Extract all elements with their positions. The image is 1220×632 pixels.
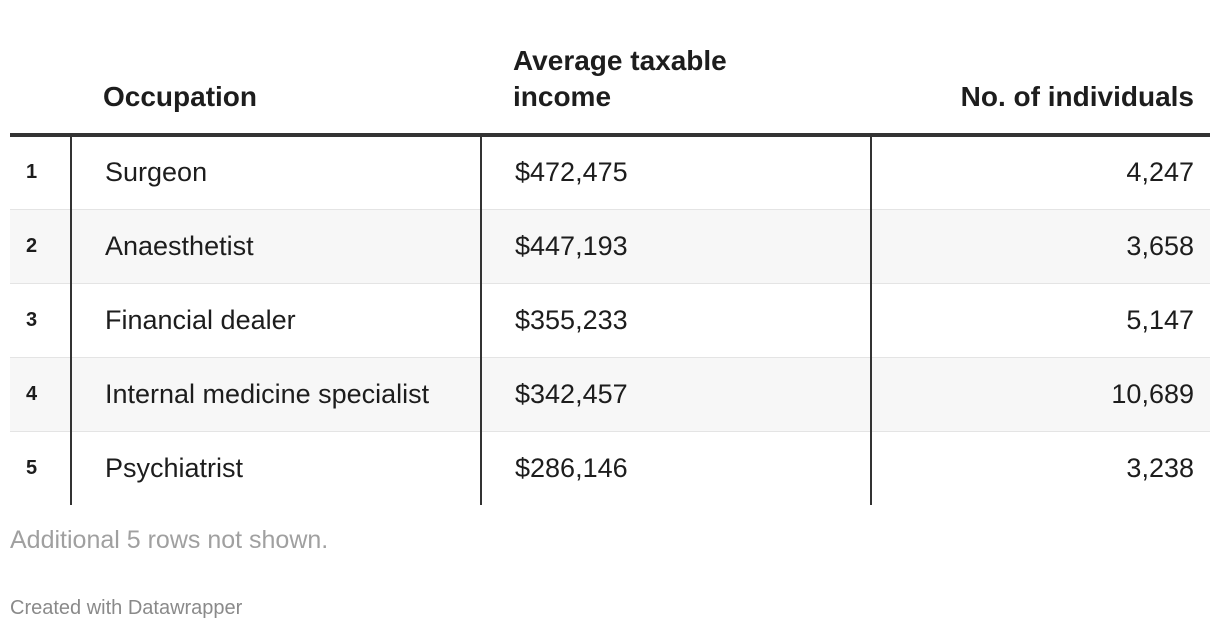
header-average-taxable-income[interactable]: Average taxable income [481, 0, 871, 137]
table-row: 5 Psychiatrist $286,146 3,238 [10, 430, 1210, 505]
header-income-line-2: income [513, 81, 612, 112]
header-income-line-1: Average taxable [513, 45, 727, 76]
row-rank: 4 [10, 356, 72, 431]
table-row: 1 Surgeon $472,475 4,247 [10, 135, 1210, 209]
table-row: 2 Anaesthetist $447,193 3,658 [10, 208, 1210, 283]
row-occupation: Financial dealer [71, 282, 482, 357]
table-body: 1 Surgeon $472,475 4,247 2 Anaesthetist … [10, 135, 1210, 505]
row-rank: 1 [10, 135, 72, 209]
row-individuals: 3,658 [871, 208, 1210, 283]
rows-hidden-note: Additional 5 rows not shown. [10, 526, 329, 554]
datawrapper-credit[interactable]: Created with Datawrapper [10, 597, 243, 619]
row-income: $286,146 [481, 430, 872, 505]
row-income: $355,233 [481, 282, 872, 357]
row-income: $447,193 [481, 208, 872, 283]
row-occupation: Internal medicine specialist [71, 356, 482, 431]
row-income: $342,457 [481, 356, 872, 431]
row-rank: 3 [10, 282, 72, 357]
table-row: 4 Internal medicine specialist $342,457 … [10, 356, 1210, 431]
row-income: $472,475 [481, 135, 872, 209]
row-individuals: 3,238 [871, 430, 1210, 505]
row-occupation: Surgeon [71, 135, 482, 209]
header-no-of-individuals[interactable]: No. of individuals [871, 0, 1210, 137]
table-row: 3 Financial dealer $355,233 5,147 [10, 282, 1210, 357]
row-individuals: 5,147 [871, 282, 1210, 357]
row-individuals: 4,247 [1126, 157, 1194, 188]
row-occupation: Anaesthetist [71, 208, 482, 283]
header-occupation[interactable]: Occupation [71, 0, 481, 137]
row-rank: 5 [10, 430, 72, 505]
row-occupation: Psychiatrist [71, 430, 482, 505]
row-individuals: 10,689 [871, 356, 1210, 431]
header-row: Occupation Average taxable income No. of … [10, 0, 1210, 137]
data-table: Occupation Average taxable income No. of … [10, 0, 1210, 505]
header-rank [10, 0, 71, 137]
row-rank: 2 [10, 208, 72, 283]
table-header: Occupation Average taxable income No. of … [10, 0, 1210, 137]
data-table-container: Occupation Average taxable income No. of … [10, 0, 1210, 505]
